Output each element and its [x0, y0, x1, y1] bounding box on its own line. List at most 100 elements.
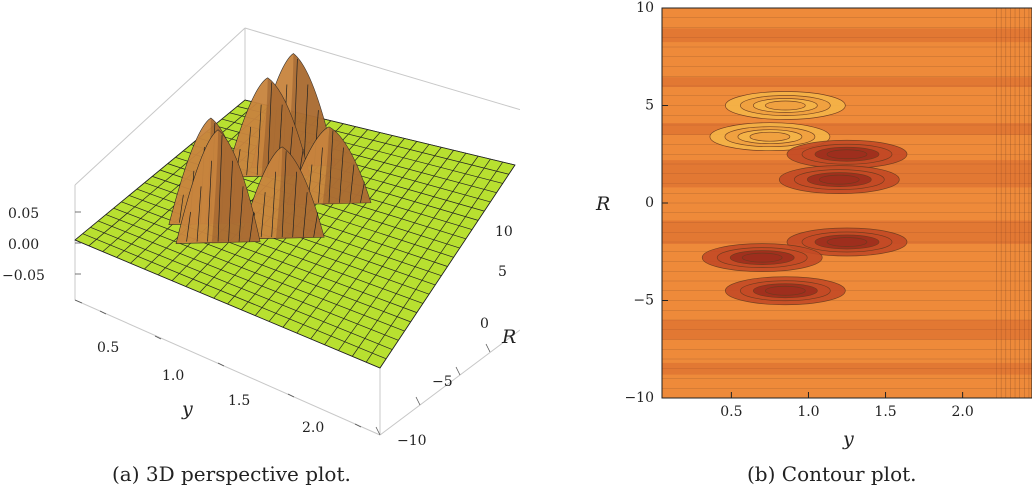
surface-peak-line: [292, 171, 298, 238]
grid-line: [268, 141, 418, 322]
r-tick-label: −10: [397, 433, 427, 449]
r-tick-label: 0: [480, 316, 489, 332]
contour-ring: [764, 100, 806, 111]
surface-peak-line: [228, 160, 233, 242]
contour-ring: [716, 247, 808, 268]
contour-band: [662, 160, 1032, 188]
surface-peak-line: [196, 186, 202, 242]
surface-peak-line: [303, 84, 309, 166]
surface-peak-line: [318, 147, 323, 203]
contour-x-axis-title: y: [842, 428, 854, 450]
contour-ring: [724, 276, 846, 306]
grid-line: [379, 164, 516, 369]
caption-a: (a) 3D perspective plot.: [112, 462, 351, 486]
contour-y-ticks: −10 −5 0 5 10: [624, 0, 668, 406]
surface-peak-line: [249, 211, 254, 242]
surface-peak-line: [328, 130, 334, 203]
contour-ring: [741, 252, 783, 263]
surface-peaks: [168, 53, 372, 244]
surface-peak-line: [217, 135, 223, 242]
contour-bands: [662, 8, 1032, 398]
surface-peak: [175, 129, 261, 244]
surface-peak-line: [302, 192, 308, 238]
contour-ring: [724, 126, 816, 148]
x-axis-ticks: 0.5 1.0 1.5 2.0: [97, 340, 324, 436]
grid-line: [351, 158, 491, 357]
r-tick-label: −5: [432, 374, 453, 390]
surface-peak-line: [260, 192, 266, 238]
contour-ring: [752, 283, 818, 299]
contour-band: [662, 28, 1032, 43]
grid-line: [324, 152, 467, 345]
contour-band: [662, 362, 1032, 375]
contour-ring: [701, 243, 823, 272]
y-tick-label: −10: [624, 390, 654, 406]
x-tick-label: 2.0: [302, 420, 324, 436]
contour-ring: [806, 172, 872, 187]
y-tick-label: −5: [633, 293, 654, 309]
contour-ring: [786, 139, 908, 169]
contour-ring: [737, 129, 803, 145]
grid-line: [296, 147, 442, 334]
surface-peak-line: [186, 211, 191, 242]
contour-ring: [826, 149, 868, 160]
surface-peak-shade: [322, 126, 371, 205]
contour-x-ticks: 0.5 1.0 1.5 2.0: [720, 392, 974, 420]
contour-ring: [814, 146, 880, 162]
contour-band: [662, 320, 1032, 340]
x-tick-label: 0.5: [97, 340, 119, 356]
surface-peak-line: [313, 212, 319, 238]
contour-ring: [749, 131, 791, 142]
x-tick-label: 1.0: [797, 404, 819, 420]
r-axis-title: R: [501, 326, 516, 348]
surface-peak-line: [207, 160, 212, 242]
z-axis-ticks: 0.05 0.00 −0.05: [2, 206, 45, 284]
contour-ring: [786, 227, 908, 257]
grid-line: [254, 138, 405, 316]
r-tick-label: 10: [495, 224, 513, 240]
surface-peak-line: [349, 164, 355, 203]
surface-peak-line: [271, 171, 277, 238]
contour-ring: [739, 280, 831, 302]
surface-peak-shade: [261, 77, 310, 178]
x-tick-label: 1.5: [228, 393, 250, 409]
x-axis-title: y: [181, 398, 193, 420]
surface-peak-line: [267, 82, 273, 176]
plot-box: [74, 27, 520, 436]
y-tick-label: 10: [636, 0, 654, 16]
surface-peak-line: [238, 186, 244, 242]
tick-marks-3d: [74, 211, 491, 436]
contour-band: [662, 77, 1032, 87]
surface-peak-line: [179, 194, 184, 223]
surface-peak: [286, 126, 372, 206]
contour-band: [662, 123, 1032, 135]
z-tick-label: 0.00: [8, 237, 39, 253]
surface-peak-line: [246, 126, 252, 176]
surface-peak-shade: [275, 146, 325, 240]
surface-peak-line: [281, 151, 287, 238]
contour-ring: [739, 95, 831, 116]
x-tick-label: 1.0: [162, 368, 184, 384]
surface-peak-line: [360, 181, 365, 203]
z-tick-label: −0.05: [2, 268, 45, 284]
contour-band: [662, 220, 1032, 244]
z-tick-label: 0.05: [8, 206, 39, 222]
surface-peak-line: [256, 104, 262, 176]
contour-frame: [661, 7, 1032, 399]
contour-ring: [801, 143, 893, 165]
surface-plot: 0.05 0.00 −0.05 0.5 1.0 1.5 2.0 −10 −5 0…: [2, 27, 520, 449]
contour-features: [701, 91, 908, 306]
y-tick-label: 5: [645, 98, 654, 114]
contour-y-axis-title: R: [595, 193, 610, 215]
contour-ring: [801, 231, 893, 253]
contour-ring: [826, 237, 868, 247]
surface-peak-shade: [211, 129, 261, 244]
contour-ring: [764, 285, 806, 296]
x-tick-label: 1.5: [874, 404, 896, 420]
contour-ring: [814, 234, 880, 250]
surface-peak: [239, 146, 325, 240]
x-tick-label: 2.0: [951, 404, 973, 420]
x-tick-label: 0.5: [720, 404, 742, 420]
r-axis-ticks: −10 −5 0 5 10: [397, 224, 513, 449]
contour-ring: [709, 122, 831, 152]
